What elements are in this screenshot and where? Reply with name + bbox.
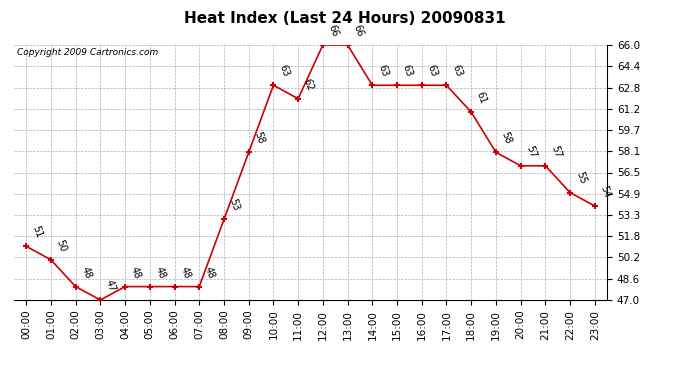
Text: 57: 57 (524, 144, 538, 159)
Text: 48: 48 (129, 265, 142, 280)
Text: 66: 66 (351, 23, 365, 38)
Text: 61: 61 (475, 90, 489, 105)
Text: 63: 63 (450, 64, 464, 78)
Text: 53: 53 (228, 198, 242, 213)
Text: 48: 48 (203, 265, 217, 280)
Text: 55: 55 (574, 171, 587, 186)
Text: 51: 51 (30, 225, 43, 240)
Text: 50: 50 (55, 238, 68, 253)
Text: 63: 63 (401, 64, 414, 78)
Text: 66: 66 (326, 23, 340, 38)
Text: Copyright 2009 Cartronics.com: Copyright 2009 Cartronics.com (17, 48, 158, 57)
Text: 48: 48 (178, 265, 192, 280)
Text: 54: 54 (598, 184, 612, 200)
Text: 48: 48 (79, 265, 93, 280)
Text: 58: 58 (500, 130, 513, 146)
Text: 48: 48 (153, 265, 167, 280)
Text: 47: 47 (104, 278, 118, 293)
Text: 63: 63 (376, 64, 390, 78)
Text: 57: 57 (549, 144, 563, 159)
Text: 62: 62 (302, 77, 315, 92)
Text: 63: 63 (277, 64, 290, 78)
Text: Heat Index (Last 24 Hours) 20090831: Heat Index (Last 24 Hours) 20090831 (184, 11, 506, 26)
Text: 58: 58 (253, 130, 266, 146)
Text: 63: 63 (426, 64, 439, 78)
